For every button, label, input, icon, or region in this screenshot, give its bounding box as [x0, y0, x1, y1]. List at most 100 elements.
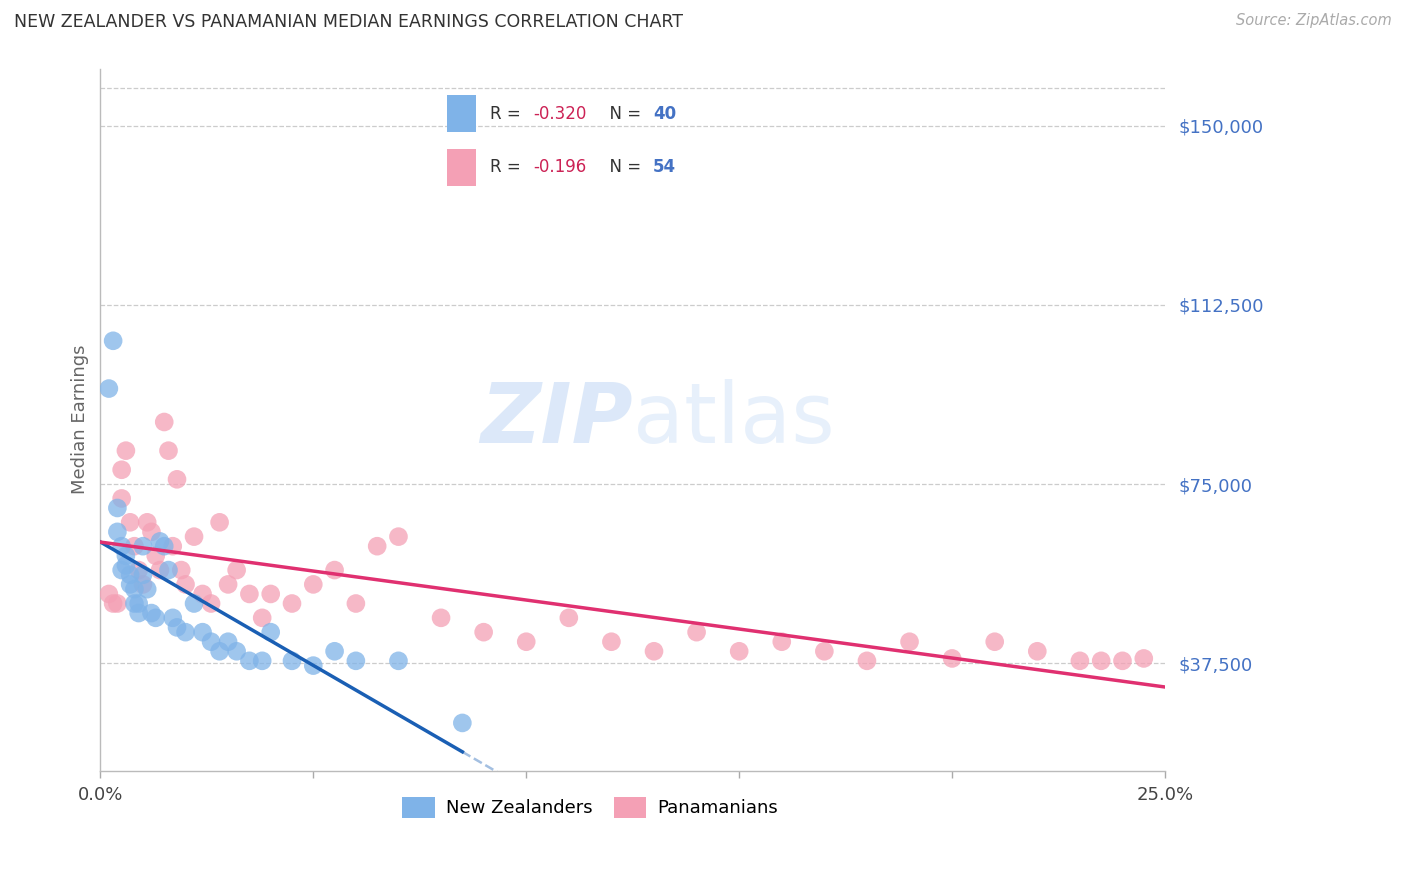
Point — [174, 577, 197, 591]
Point — [260, 625, 283, 640]
Point — [302, 658, 325, 673]
Point — [97, 382, 120, 396]
Point — [200, 597, 222, 611]
Point — [145, 549, 167, 563]
Point — [250, 654, 273, 668]
Point — [515, 634, 537, 648]
Point — [157, 443, 180, 458]
Point — [124, 539, 146, 553]
Point — [856, 654, 879, 668]
Point — [115, 443, 138, 458]
Point — [115, 558, 138, 573]
Point — [1069, 654, 1091, 668]
Point — [1090, 654, 1112, 668]
Point — [250, 611, 273, 625]
Point — [128, 563, 150, 577]
Point — [685, 625, 707, 640]
Point — [183, 597, 205, 611]
Point — [302, 577, 325, 591]
Point — [898, 634, 921, 648]
Text: NEW ZEALANDER VS PANAMANIAN MEDIAN EARNINGS CORRELATION CHART: NEW ZEALANDER VS PANAMANIAN MEDIAN EARNI… — [14, 13, 683, 31]
Point — [387, 654, 409, 668]
Point — [124, 597, 146, 611]
Point — [200, 634, 222, 648]
Point — [366, 539, 388, 553]
Text: atlas: atlas — [633, 379, 835, 460]
Point — [344, 597, 367, 611]
Point — [217, 577, 239, 591]
Point — [387, 530, 409, 544]
Point — [166, 472, 188, 486]
Point — [208, 644, 231, 658]
Legend: New Zealanders, Panamanians: New Zealanders, Panamanians — [395, 789, 785, 825]
Text: Source: ZipAtlas.com: Source: ZipAtlas.com — [1236, 13, 1392, 29]
Point — [728, 644, 751, 658]
Point — [128, 606, 150, 620]
Point — [136, 516, 159, 530]
Point — [323, 563, 346, 577]
Point — [97, 587, 120, 601]
Point — [558, 611, 581, 625]
Point — [225, 644, 247, 658]
Point — [1111, 654, 1133, 668]
Point — [120, 567, 142, 582]
Point — [111, 463, 134, 477]
Point — [191, 625, 214, 640]
Point — [170, 563, 193, 577]
Point — [225, 563, 247, 577]
Point — [162, 539, 184, 553]
Point — [323, 644, 346, 658]
Point — [105, 524, 128, 539]
Point — [941, 651, 963, 665]
Point — [101, 334, 124, 348]
Point — [770, 634, 793, 648]
Point — [105, 597, 128, 611]
Point — [149, 563, 172, 577]
Point — [141, 606, 163, 620]
Point — [208, 516, 231, 530]
Point — [153, 415, 176, 429]
Point — [105, 500, 128, 515]
Point — [183, 530, 205, 544]
Point — [166, 620, 188, 634]
Point — [813, 644, 835, 658]
Point — [111, 563, 134, 577]
Point — [472, 625, 495, 640]
Text: ZIP: ZIP — [479, 379, 633, 460]
Point — [149, 534, 172, 549]
Point — [238, 587, 260, 601]
Point — [1026, 644, 1049, 658]
Point — [174, 625, 197, 640]
Point — [157, 563, 180, 577]
Point — [281, 597, 304, 611]
Point — [128, 597, 150, 611]
Point — [260, 587, 283, 601]
Point — [451, 715, 474, 730]
Point — [344, 654, 367, 668]
Point — [115, 549, 138, 563]
Point — [141, 524, 163, 539]
Y-axis label: Median Earnings: Median Earnings — [72, 345, 89, 494]
Point — [600, 634, 623, 648]
Point — [145, 611, 167, 625]
Point — [238, 654, 260, 668]
Point — [217, 634, 239, 648]
Point — [132, 539, 155, 553]
Point — [1132, 651, 1154, 665]
Point — [430, 611, 453, 625]
Point — [191, 587, 214, 601]
Point — [101, 597, 124, 611]
Point — [120, 516, 142, 530]
Point — [983, 634, 1005, 648]
Point — [643, 644, 665, 658]
Point — [132, 567, 155, 582]
Point — [111, 539, 134, 553]
Point — [136, 582, 159, 597]
Point — [132, 577, 155, 591]
Point — [162, 611, 184, 625]
Point — [111, 491, 134, 506]
Point — [120, 577, 142, 591]
Point — [153, 539, 176, 553]
Point — [124, 582, 146, 597]
Point — [281, 654, 304, 668]
